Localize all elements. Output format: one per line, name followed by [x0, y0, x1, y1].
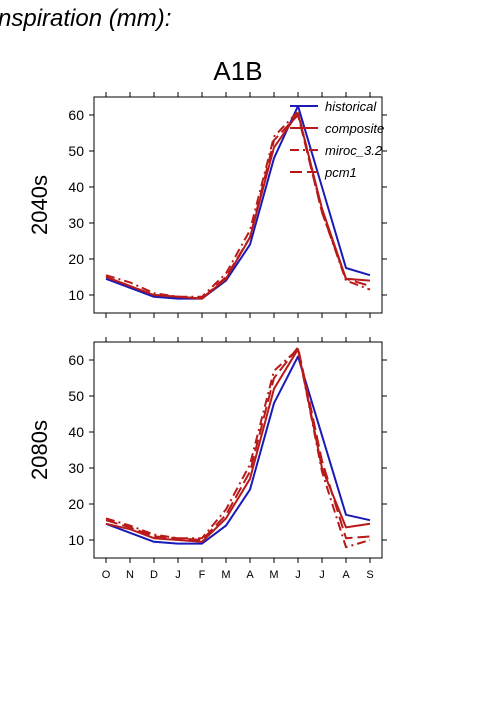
x-tick-label: A: [246, 569, 254, 581]
y-tick-label: 50: [68, 388, 84, 404]
x-tick-label: N: [126, 569, 134, 581]
figure-header: nspiration (mm):: [0, 5, 171, 32]
x-tick-label: J: [175, 569, 181, 581]
series-line-miroc-3-2: [105, 110, 371, 298]
x-tick-label: J: [319, 569, 325, 581]
legend-label: pcm1: [324, 165, 357, 180]
y-tick-label: 30: [68, 215, 84, 231]
legend-label: composite: [325, 121, 384, 136]
series-line-pcm1: [105, 114, 371, 300]
y-tick-label: 30: [68, 460, 84, 476]
x-tick-label: S: [366, 569, 373, 581]
y-tick-label: 10: [68, 532, 84, 548]
panel-row-label: 2040s: [27, 175, 52, 235]
y-tick-label: 40: [68, 179, 84, 195]
plot-frame: [93, 341, 383, 559]
y-tick-label: 60: [68, 352, 84, 368]
series-line-historical: [105, 105, 371, 300]
panel-row-label: 2080s: [27, 420, 52, 480]
legend-label: miroc_3.2: [325, 143, 383, 158]
x-tick-label: O: [102, 569, 111, 581]
series-line-composite: [105, 112, 371, 300]
x-tick-label: M: [221, 569, 230, 581]
x-tick-label: D: [150, 569, 158, 581]
x-tick-label: J: [295, 569, 301, 581]
legend-label: historical: [325, 99, 377, 114]
y-tick-label: 50: [68, 143, 84, 159]
series-line-composite: [105, 348, 371, 543]
series-line-pcm1: [105, 346, 371, 541]
panel-2080s: 10 20 30 40 50 60 O N D J F M A M J J A S 2080s: [27, 337, 387, 581]
series-line-miroc-3-2: [105, 348, 371, 549]
scenario-title: A1B: [213, 56, 262, 86]
y-tick-label: 60: [68, 107, 84, 123]
plot-frame: [93, 96, 383, 314]
legend: historical composite miroc_3.2 pcm1: [290, 99, 384, 180]
x-tick-label: A: [342, 569, 350, 581]
series-line-historical: [105, 355, 371, 545]
x-tick-label: M: [269, 569, 278, 581]
y-tick-label: 40: [68, 424, 84, 440]
x-tick-label: F: [199, 569, 206, 581]
y-tick-label: 10: [68, 287, 84, 303]
y-tick-label: 20: [68, 496, 84, 512]
y-tick-label: 20: [68, 251, 84, 267]
panel-2040s: 10 20 30 40 50 60 2040s: [27, 92, 387, 318]
